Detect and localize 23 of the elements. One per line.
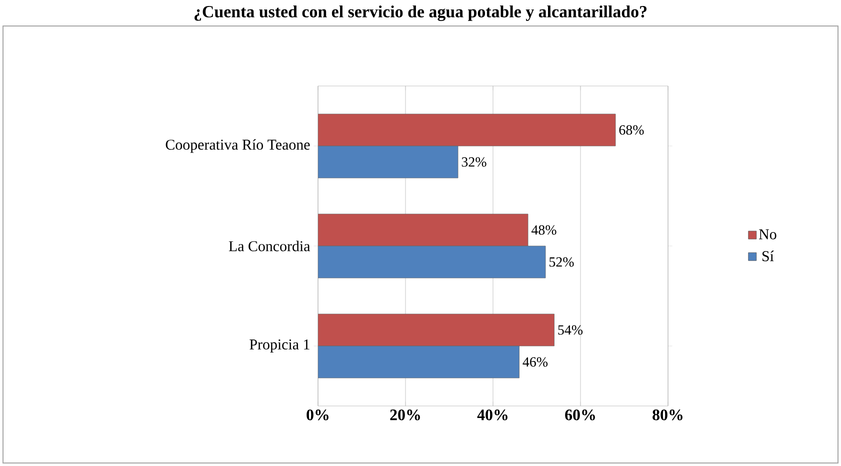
y-tick-label: La Concordia — [228, 240, 310, 252]
data-label: 32% — [462, 157, 486, 167]
bar — [318, 346, 520, 378]
legend-label: Sí — [762, 250, 774, 262]
bar — [318, 314, 554, 346]
x-tick-label: 60% — [565, 410, 595, 420]
bar — [318, 246, 546, 278]
bar — [318, 114, 616, 146]
y-tick-label: Cooperativa Río Teaone — [166, 139, 310, 153]
x-tick-label: 40% — [477, 410, 508, 420]
x-tick-label: 20% — [390, 410, 420, 420]
data-label: 68% — [619, 125, 644, 135]
data-label: 54% — [558, 325, 583, 335]
bar — [318, 214, 528, 246]
y-tick-label: Propicia 1 — [250, 339, 310, 353]
data-label: 48% — [531, 225, 556, 235]
bar — [318, 146, 458, 178]
x-tick-label: 80% — [652, 410, 682, 420]
chart-title: ¿Cuenta usted con el servicio de agua potable y alcantarillado? — [194, 6, 646, 21]
legend-label: No — [759, 229, 776, 240]
x-tick-label: 0% — [306, 410, 328, 420]
data-label: 52% — [550, 257, 574, 267]
data-label: 46% — [522, 357, 548, 367]
